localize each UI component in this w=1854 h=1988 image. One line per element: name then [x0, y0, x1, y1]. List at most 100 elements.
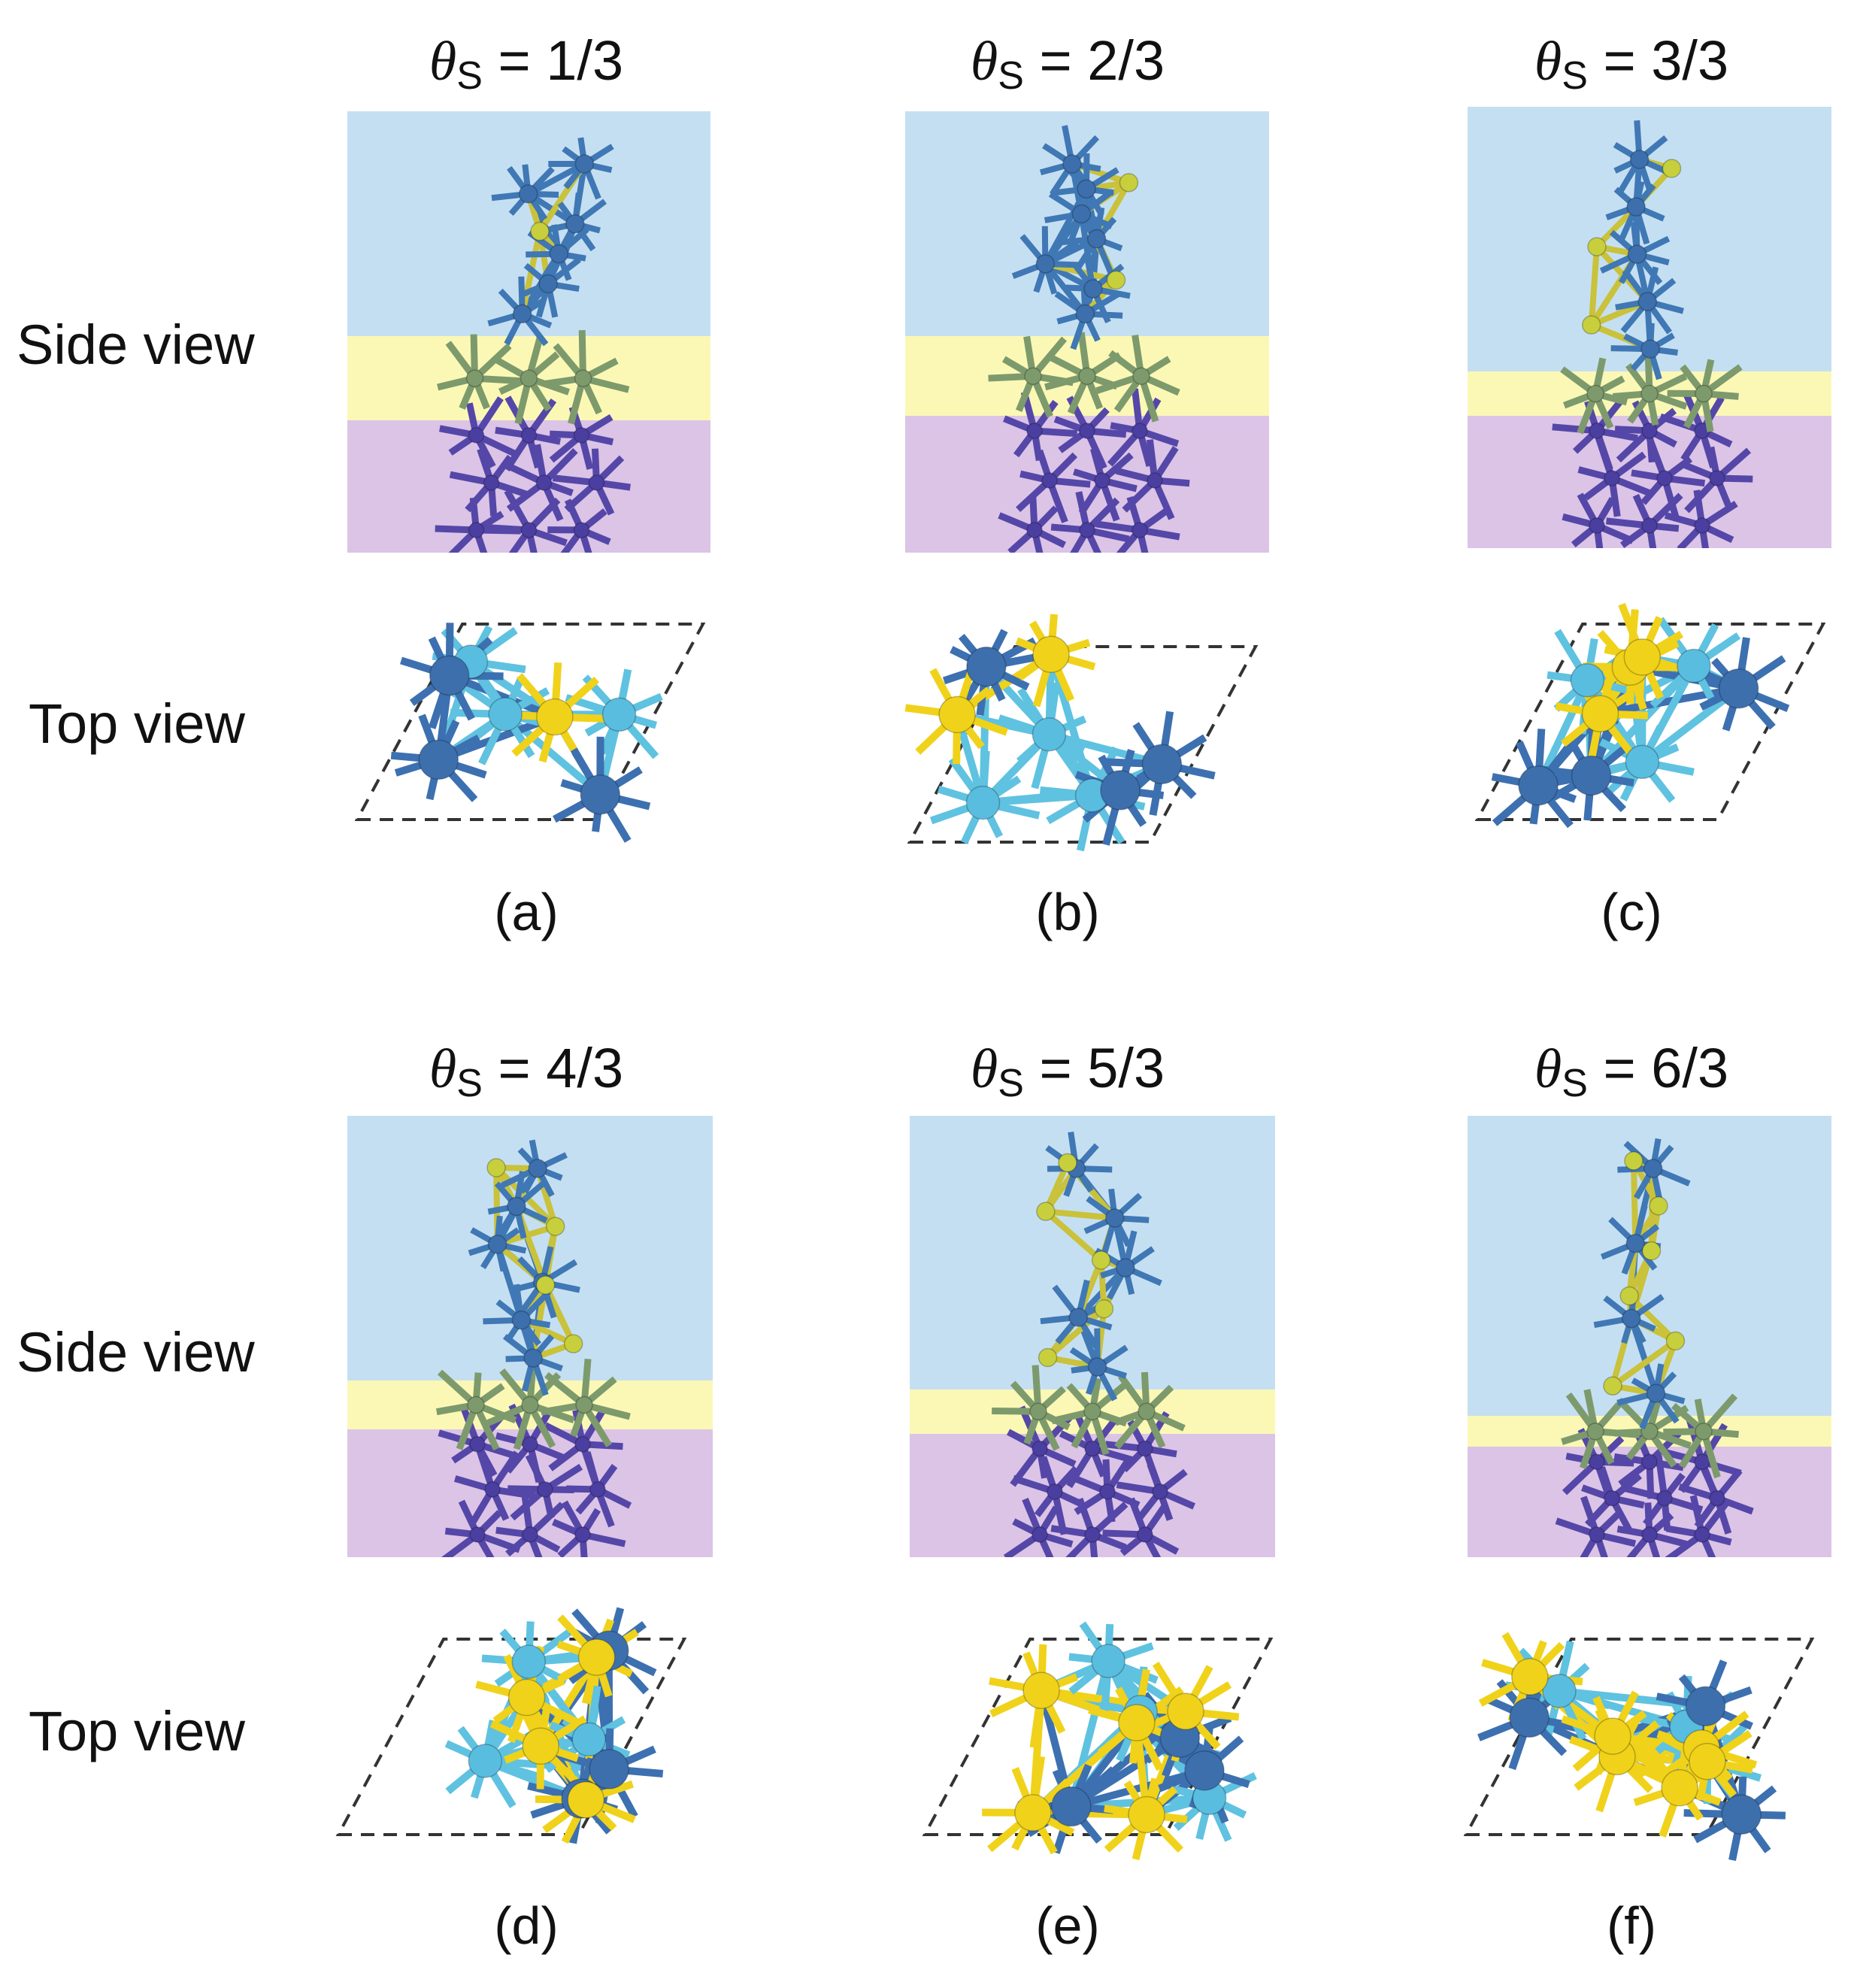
- interface-atom: [521, 1396, 539, 1414]
- top-view-a: [323, 579, 737, 850]
- metal-atom: [1621, 1308, 1641, 1329]
- light-metal-atom: [1570, 663, 1605, 698]
- light-metal-atom: [1032, 717, 1067, 752]
- sulfur-atom: [522, 1727, 559, 1765]
- substrate-atom: [469, 1526, 486, 1543]
- substrate-atom: [1604, 470, 1620, 486]
- sulfur-atom: [1581, 695, 1619, 732]
- theta-subscript: S: [456, 1062, 483, 1105]
- row-label-top-2: Top view: [29, 1700, 245, 1762]
- substrate-atom: [1604, 1489, 1620, 1507]
- metal-atom: [1637, 292, 1658, 311]
- unit-cell-outline: [1474, 623, 1826, 821]
- sulfur-atom: [507, 1678, 546, 1717]
- sulfur-atom: [1038, 1347, 1058, 1368]
- metal-atom: [1068, 1308, 1088, 1327]
- metal-atom: [1626, 197, 1646, 217]
- metal-atom: [565, 214, 585, 234]
- metal-atom: [1100, 770, 1141, 811]
- metal-atom: [1077, 179, 1096, 198]
- theta-subscript: S: [456, 54, 483, 98]
- metal-atom: [1087, 1357, 1107, 1377]
- metal-atom: [1646, 1383, 1666, 1403]
- panel-label-c: (c): [1601, 883, 1662, 941]
- sulfur-atom: [536, 698, 574, 736]
- top-view-f: [1451, 1586, 1827, 1872]
- substrate-atom: [484, 1481, 501, 1498]
- sulfur-atom: [1032, 635, 1070, 674]
- substrate-atom: [1131, 522, 1148, 538]
- interface-atom: [1078, 367, 1096, 385]
- substrate-atom: [589, 1481, 606, 1498]
- interface-atom: [1695, 384, 1713, 403]
- interface-atom: [1586, 384, 1604, 403]
- substrate-atom: [1084, 1440, 1101, 1457]
- light-metal-atom: [1677, 648, 1711, 683]
- metal-atom: [1518, 765, 1559, 806]
- metal-atom: [1627, 244, 1647, 264]
- metal-atom: [1075, 304, 1095, 324]
- metal-atom: [1116, 1258, 1135, 1277]
- sulfur-atom: [1091, 1250, 1111, 1270]
- metal-atom: [1643, 1159, 1663, 1178]
- unit-cell-outline: [922, 1638, 1274, 1836]
- side-view-c: [1468, 107, 1831, 548]
- light-metal-atom: [1625, 744, 1660, 780]
- sulfur-atom: [1106, 270, 1126, 290]
- metal-atom: [418, 739, 459, 780]
- substrate-atom: [522, 1436, 538, 1453]
- substrate-atom: [1094, 472, 1110, 489]
- sulfur-atom: [1665, 1331, 1686, 1351]
- light-metal-atom: [1091, 1644, 1125, 1678]
- interface-atom: [1083, 1402, 1101, 1421]
- metal-atom: [966, 646, 1007, 687]
- substrate-atom: [1641, 1526, 1658, 1543]
- substrate-atom: [588, 474, 605, 491]
- substrate-atom: [1041, 472, 1058, 489]
- panel-label-a: (a): [494, 883, 559, 941]
- sulfur-atom: [1119, 173, 1139, 192]
- metal-atom: [1571, 755, 1612, 796]
- side-structure-f: [1555, 1138, 1754, 1557]
- side-view-f: [1468, 1116, 1831, 1557]
- interface-atom: [1138, 1402, 1156, 1421]
- metal-atom: [1086, 229, 1107, 249]
- coverage-title-f: θS = 6/3: [1421, 1035, 1842, 1117]
- coverage-value: = 5/3: [1023, 1037, 1165, 1099]
- substrate-atom: [1079, 423, 1095, 439]
- metal-atom: [523, 1348, 543, 1368]
- substrate-atom: [1047, 1483, 1063, 1500]
- substrate-atom: [1709, 470, 1725, 486]
- metal-atom: [1718, 668, 1759, 709]
- substrate-atom: [1079, 522, 1095, 538]
- substrate-atom: [1656, 470, 1673, 486]
- substrate-atom: [1026, 423, 1043, 439]
- sulfur-atom: [1581, 315, 1601, 335]
- sulfur-atom: [1511, 1658, 1549, 1696]
- light-metal-atom: [468, 1744, 503, 1778]
- sulfur-atom: [1036, 1202, 1056, 1221]
- sulfur-atom: [1094, 1299, 1114, 1319]
- substrate-atom: [1032, 1526, 1048, 1543]
- theta-symbol: θ: [970, 31, 998, 92]
- metal-atom: [1625, 1233, 1646, 1253]
- theta-subscript: S: [998, 54, 1024, 98]
- theta-subscript: S: [1562, 54, 1588, 98]
- metal-atom: [1721, 1794, 1762, 1835]
- interface-atom: [467, 1396, 485, 1414]
- metal-atom: [549, 244, 569, 264]
- light-metal-atom: [488, 697, 523, 732]
- substrate-atom: [1709, 1489, 1725, 1507]
- metal-atom: [512, 304, 532, 324]
- top-view-b: [887, 579, 1278, 895]
- substrate-atom: [1641, 517, 1658, 534]
- interface-atom: [1132, 367, 1150, 385]
- interface-atom: [1586, 1422, 1604, 1441]
- coverage-title-a: θS = 1/3: [316, 27, 737, 110]
- metal-atom: [1629, 150, 1650, 169]
- light-metal-atom: [965, 785, 1001, 820]
- substrate-atom: [1694, 517, 1710, 534]
- metal-atom: [580, 774, 621, 815]
- theta-symbol: θ: [1534, 31, 1562, 92]
